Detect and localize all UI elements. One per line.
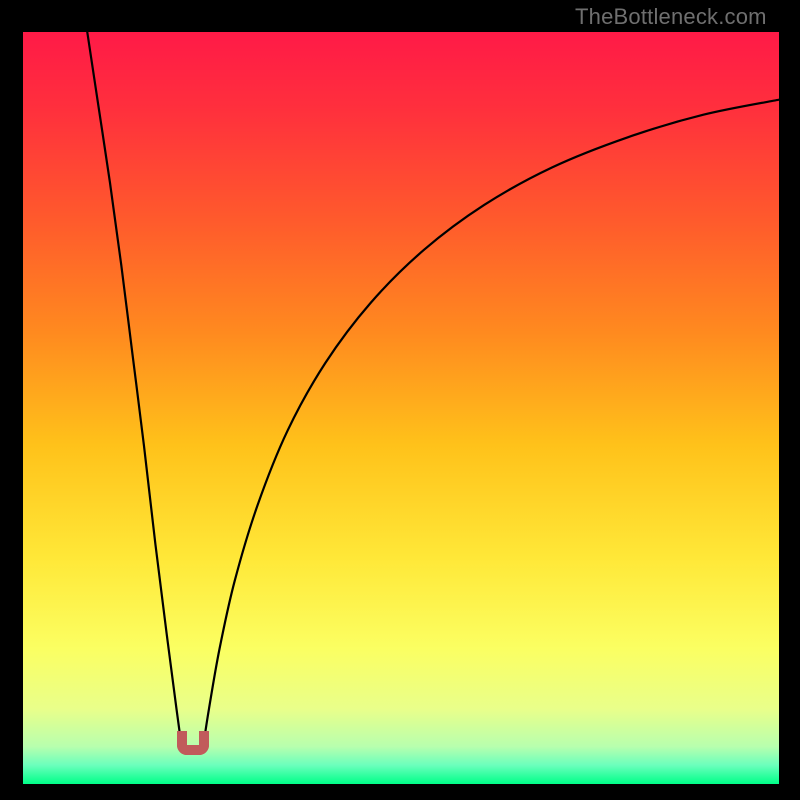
plot-area xyxy=(23,32,779,784)
curve-minimum-marker xyxy=(177,731,209,755)
bottleneck-curve xyxy=(23,32,779,784)
watermark-text: TheBottleneck.com xyxy=(575,4,767,30)
